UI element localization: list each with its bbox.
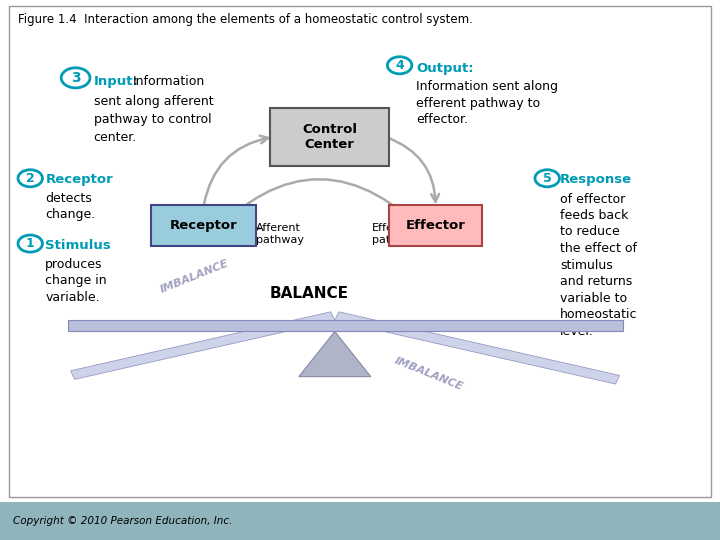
Text: Response: Response (560, 173, 632, 186)
Text: 3: 3 (71, 71, 81, 85)
Text: variable.: variable. (45, 291, 100, 304)
Polygon shape (71, 312, 335, 380)
Text: variable to: variable to (560, 292, 627, 305)
Text: center.: center. (94, 131, 137, 144)
Text: BALANCE: BALANCE (270, 286, 349, 301)
Text: Information: Information (133, 75, 205, 89)
Text: 5: 5 (543, 172, 552, 185)
Text: of effector: of effector (560, 193, 626, 206)
Text: Input:: Input: (94, 75, 138, 89)
Text: IMBALANCE: IMBALANCE (392, 356, 464, 393)
Polygon shape (335, 312, 619, 384)
FancyBboxPatch shape (270, 108, 389, 166)
Text: Information sent along: Information sent along (416, 80, 558, 93)
Text: feeds back: feeds back (560, 209, 629, 222)
FancyBboxPatch shape (389, 205, 482, 246)
Text: 1: 1 (26, 237, 35, 250)
Text: effector.: effector. (416, 113, 468, 126)
Text: change in: change in (45, 274, 107, 287)
FancyBboxPatch shape (151, 205, 256, 246)
Text: change.: change. (45, 208, 96, 221)
Text: pathway to control: pathway to control (94, 113, 211, 126)
Text: Output:: Output: (416, 62, 474, 75)
Text: the effect of: the effect of (560, 242, 637, 255)
Text: Receptor: Receptor (169, 219, 238, 232)
Text: produces: produces (45, 258, 103, 271)
Polygon shape (299, 332, 371, 377)
FancyBboxPatch shape (68, 320, 623, 332)
Text: detects: detects (45, 192, 92, 205)
Text: 2: 2 (26, 172, 35, 185)
Text: Copyright © 2010 Pearson Education, Inc.: Copyright © 2010 Pearson Education, Inc. (13, 516, 233, 526)
Text: Stimulus: Stimulus (45, 239, 111, 252)
Text: Efferent
pathway: Efferent pathway (372, 224, 420, 245)
Text: stimulus: stimulus (560, 259, 613, 272)
Text: Effector: Effector (405, 219, 466, 232)
FancyBboxPatch shape (0, 502, 720, 540)
Text: Receptor: Receptor (45, 173, 113, 186)
Text: Figure 1.4  Interaction among the elements of a homeostatic control system.: Figure 1.4 Interaction among the element… (18, 12, 473, 25)
Text: to reduce: to reduce (560, 226, 620, 239)
Text: Afferent
pathway: Afferent pathway (256, 224, 304, 245)
Text: 4: 4 (395, 59, 404, 72)
Text: IMBALANCE: IMBALANCE (158, 258, 230, 294)
Text: level.: level. (560, 325, 594, 338)
Text: Control
Center: Control Center (302, 123, 357, 151)
Text: sent along afferent: sent along afferent (94, 96, 213, 109)
Text: and returns: and returns (560, 275, 632, 288)
Text: homeostatic: homeostatic (560, 308, 638, 321)
Text: efferent pathway to: efferent pathway to (416, 97, 540, 110)
FancyBboxPatch shape (9, 6, 711, 497)
